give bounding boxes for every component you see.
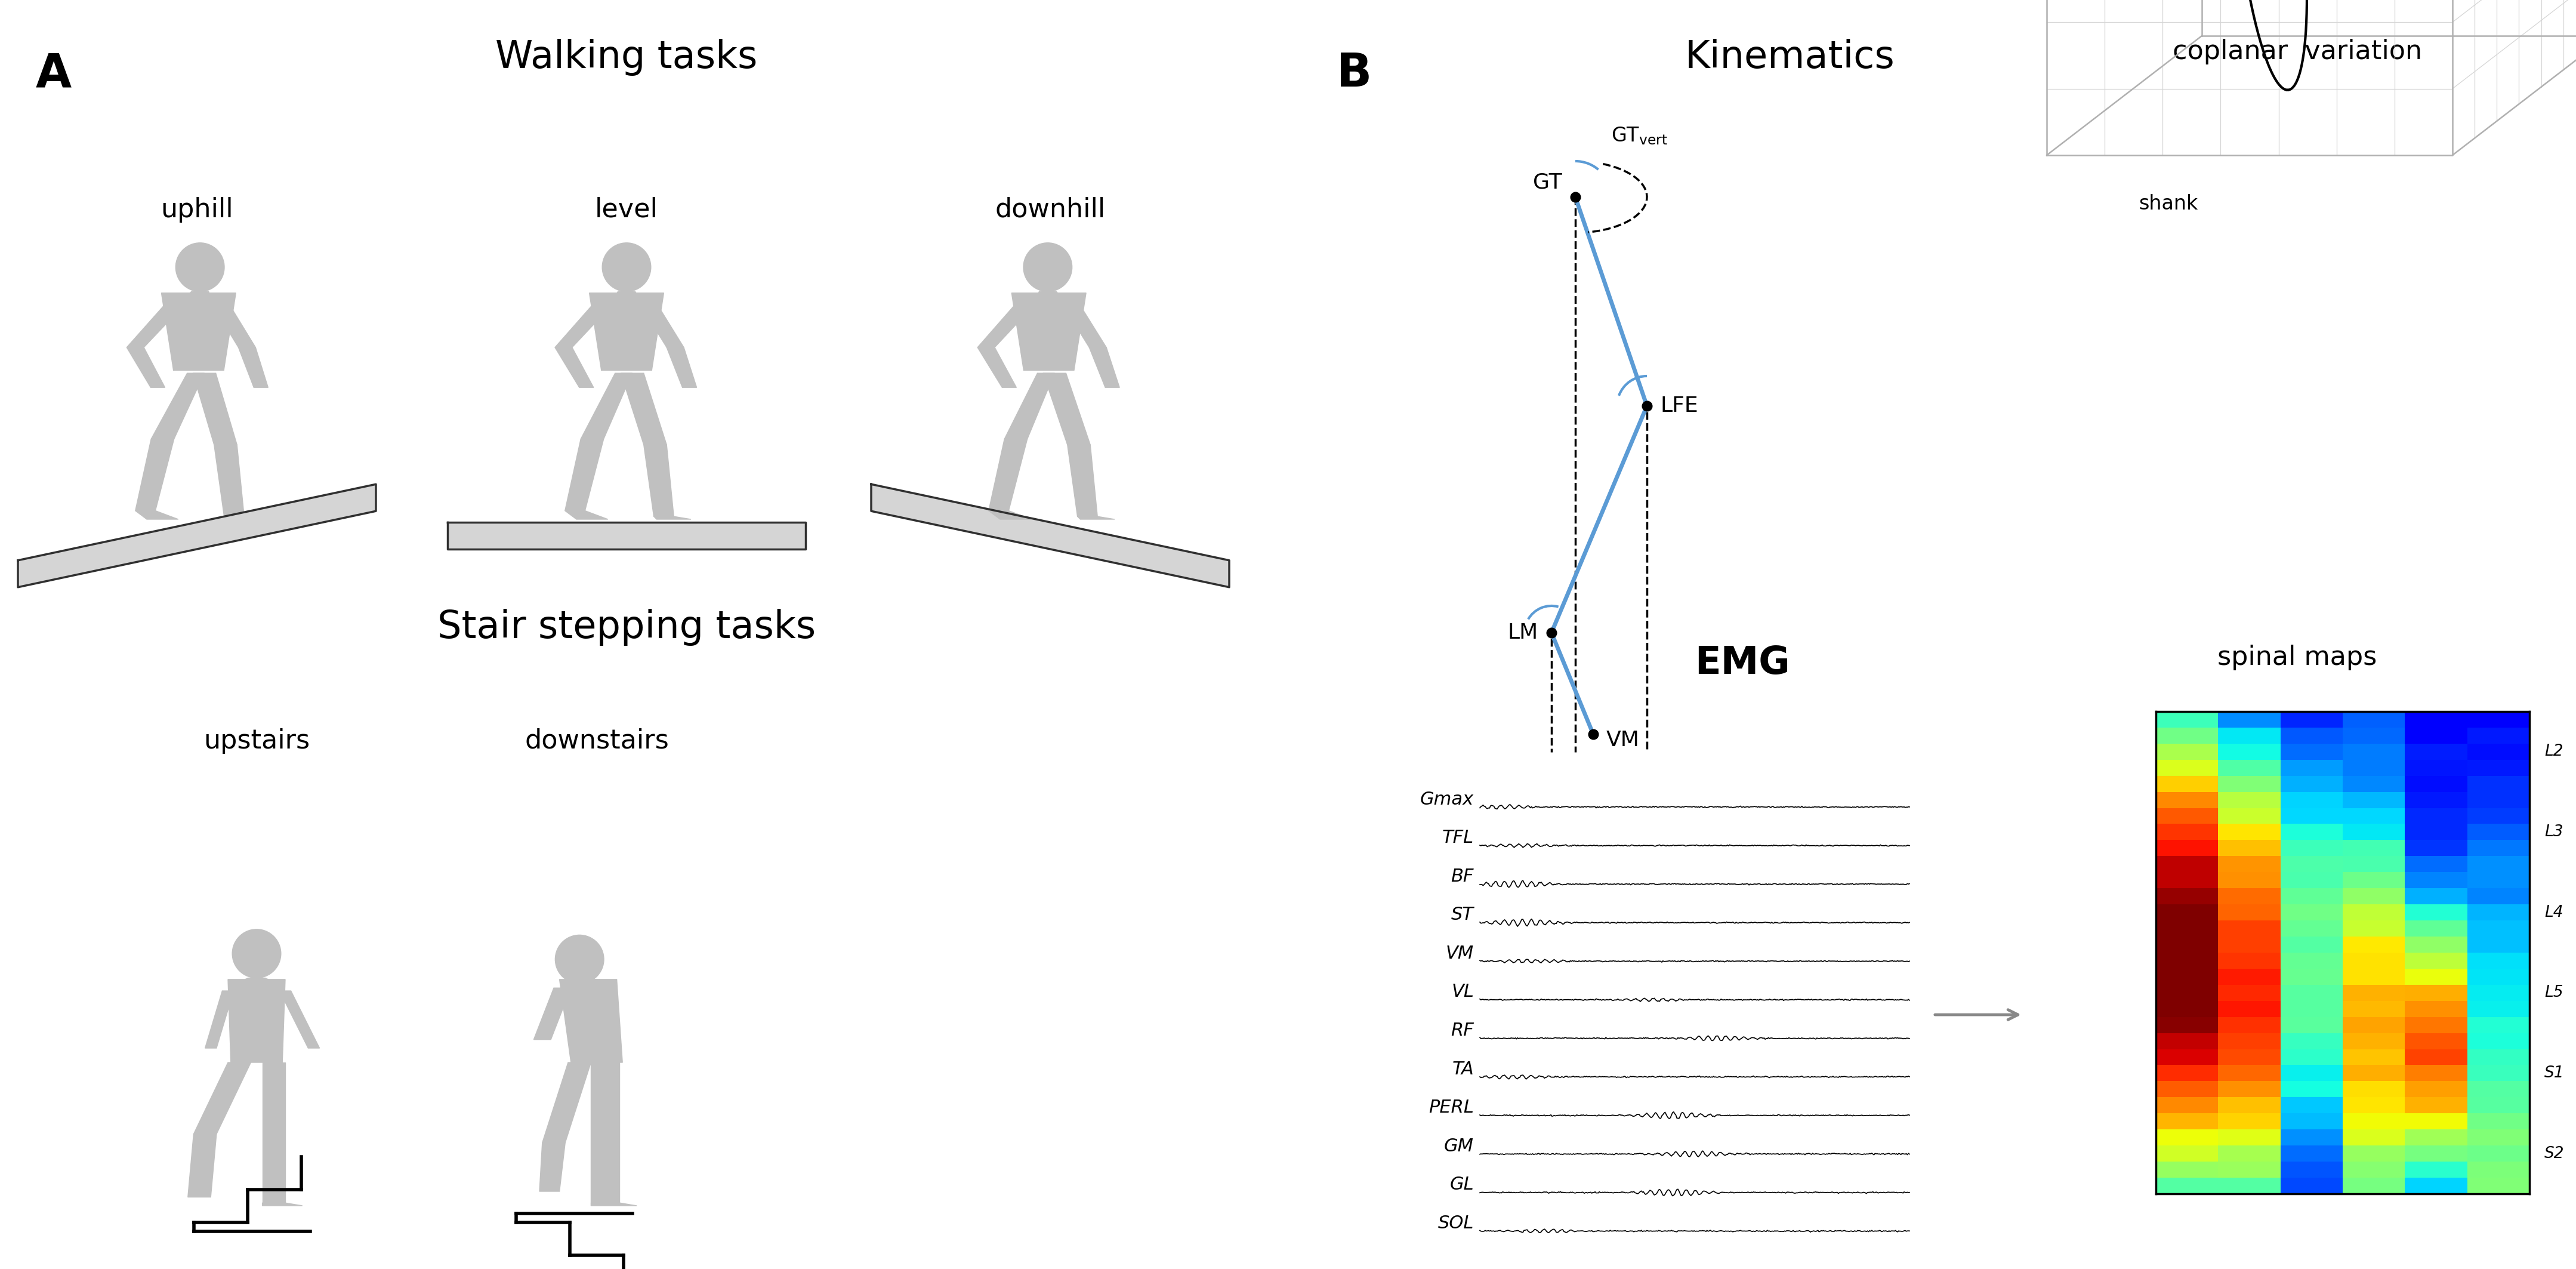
Text: Gmax: Gmax: [1419, 791, 1473, 808]
Text: L3: L3: [2545, 825, 2563, 840]
Polygon shape: [152, 373, 204, 439]
Polygon shape: [564, 510, 608, 519]
Polygon shape: [644, 445, 675, 516]
Polygon shape: [1066, 445, 1097, 516]
Polygon shape: [193, 373, 237, 445]
Polygon shape: [162, 293, 237, 371]
Polygon shape: [590, 1203, 636, 1206]
Polygon shape: [572, 980, 600, 983]
Circle shape: [175, 242, 224, 292]
Circle shape: [603, 242, 652, 292]
Polygon shape: [559, 980, 623, 1062]
Text: L4: L4: [2545, 905, 2563, 920]
Text: L5: L5: [2545, 985, 2563, 1001]
Polygon shape: [616, 292, 639, 296]
Polygon shape: [636, 298, 683, 348]
Polygon shape: [206, 991, 234, 1048]
Polygon shape: [245, 978, 268, 980]
Text: VL: VL: [1450, 983, 1473, 1001]
Polygon shape: [554, 298, 618, 348]
Polygon shape: [1059, 298, 1108, 348]
Text: S2: S2: [2545, 1146, 2566, 1161]
Polygon shape: [654, 516, 690, 519]
Polygon shape: [137, 510, 178, 519]
Polygon shape: [590, 1062, 621, 1203]
Text: level: level: [595, 197, 657, 222]
Polygon shape: [214, 445, 245, 516]
Polygon shape: [137, 439, 175, 510]
Text: downhill: downhill: [994, 197, 1105, 222]
Polygon shape: [188, 292, 211, 296]
Polygon shape: [1090, 348, 1121, 387]
Text: A: A: [36, 51, 72, 96]
Circle shape: [556, 935, 603, 983]
Polygon shape: [621, 373, 667, 445]
Polygon shape: [1038, 292, 1061, 296]
Polygon shape: [564, 439, 603, 510]
Text: Stair stepping tasks: Stair stepping tasks: [438, 609, 817, 646]
Polygon shape: [590, 293, 665, 371]
Text: S1: S1: [2545, 1066, 2566, 1081]
Polygon shape: [1077, 516, 1115, 519]
Polygon shape: [544, 1062, 590, 1142]
Polygon shape: [193, 1062, 250, 1134]
Polygon shape: [263, 1062, 286, 1203]
Polygon shape: [224, 516, 260, 519]
Text: shank: shank: [2138, 194, 2197, 213]
Polygon shape: [448, 523, 806, 549]
Polygon shape: [533, 989, 572, 1039]
Text: TA: TA: [1453, 1061, 1473, 1077]
Text: PERL: PERL: [1430, 1099, 1473, 1117]
Text: Walking tasks: Walking tasks: [495, 39, 757, 76]
Polygon shape: [209, 298, 255, 348]
Text: spinal maps: spinal maps: [2218, 645, 2378, 670]
Text: SOL: SOL: [1437, 1214, 1473, 1232]
Text: GT$_{\mathregular{vert}}$: GT$_{\mathregular{vert}}$: [1610, 126, 1667, 146]
Polygon shape: [989, 439, 1028, 510]
Text: LFE: LFE: [1659, 396, 1698, 416]
Text: downstairs: downstairs: [526, 728, 670, 754]
Polygon shape: [989, 510, 1030, 519]
Text: ST: ST: [1450, 906, 1473, 924]
Text: LM: LM: [1507, 623, 1538, 643]
Polygon shape: [240, 348, 268, 387]
Polygon shape: [1012, 293, 1087, 371]
Polygon shape: [126, 348, 165, 387]
Polygon shape: [263, 1203, 301, 1206]
Text: upstairs: upstairs: [204, 728, 309, 754]
Polygon shape: [188, 1134, 216, 1197]
Polygon shape: [871, 485, 1229, 588]
Text: L2: L2: [2545, 744, 2563, 760]
Polygon shape: [580, 373, 631, 439]
Text: GM: GM: [1445, 1137, 1473, 1155]
Polygon shape: [1005, 373, 1054, 439]
Polygon shape: [554, 348, 592, 387]
Text: B: B: [1337, 51, 1373, 96]
Text: BF: BF: [1450, 868, 1473, 884]
Polygon shape: [126, 298, 191, 348]
Polygon shape: [281, 991, 319, 1048]
Text: GT: GT: [1533, 171, 1561, 192]
Polygon shape: [538, 1142, 564, 1192]
Polygon shape: [976, 348, 1018, 387]
Text: TFL: TFL: [1443, 829, 1473, 846]
Polygon shape: [1043, 373, 1090, 445]
Text: RF: RF: [1450, 1022, 1473, 1039]
Text: VM: VM: [1445, 945, 1473, 962]
Polygon shape: [18, 485, 376, 588]
Circle shape: [1023, 242, 1072, 292]
Text: GL: GL: [1450, 1176, 1473, 1193]
Polygon shape: [667, 348, 696, 387]
Text: EMG: EMG: [1695, 645, 1790, 681]
Polygon shape: [976, 298, 1041, 348]
Text: VM: VM: [1607, 730, 1641, 750]
Text: uphill: uphill: [160, 197, 234, 222]
Circle shape: [232, 929, 281, 978]
Polygon shape: [227, 980, 286, 1062]
Text: Kinematics: Kinematics: [1685, 39, 1896, 76]
Text: coplanar  variation: coplanar variation: [2172, 39, 2421, 65]
